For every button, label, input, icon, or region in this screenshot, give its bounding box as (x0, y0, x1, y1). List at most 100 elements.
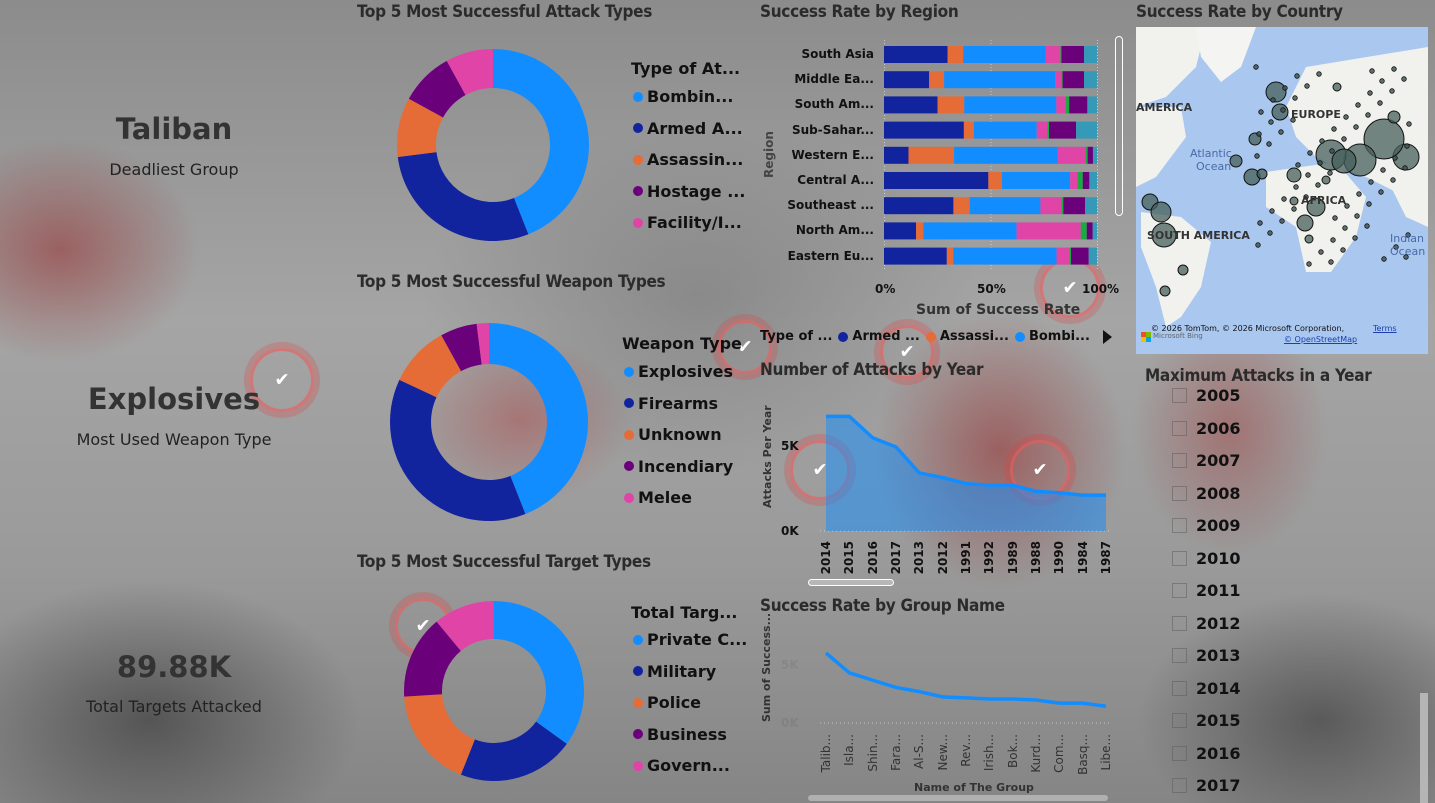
legend-item[interactable]: Melee (624, 488, 692, 507)
country-bubble[interactable] (1403, 254, 1409, 260)
slicer-year-option[interactable]: 2008 (1172, 484, 1241, 503)
country-bubble[interactable] (1151, 222, 1177, 248)
country-bubble[interactable] (1344, 203, 1350, 209)
checkbox[interactable] (1172, 778, 1187, 793)
country-bubble[interactable] (1332, 215, 1338, 221)
data-point[interactable] (917, 471, 921, 475)
bar-segment[interactable] (1069, 96, 1088, 114)
bar-segment[interactable] (954, 146, 1058, 164)
data-point[interactable] (1104, 493, 1108, 497)
country-bubble[interactable] (1265, 81, 1287, 103)
country-bubble[interactable] (1368, 179, 1374, 185)
bar-segment[interactable] (1092, 146, 1097, 164)
bar-segment[interactable] (1061, 197, 1064, 215)
legend-item[interactable]: Incendiary (624, 457, 733, 476)
region-stacked-bar-chart[interactable] (884, 40, 1099, 270)
country-bubble[interactable] (1229, 154, 1243, 168)
data-point[interactable] (871, 678, 875, 682)
country-bubble[interactable] (1177, 264, 1189, 276)
bar-segment[interactable] (1049, 121, 1077, 139)
country-bubble[interactable] (1364, 223, 1370, 229)
donut-slice-3[interactable] (408, 60, 466, 118)
country-bubble[interactable] (1387, 110, 1401, 124)
country-bubble[interactable] (1343, 114, 1349, 120)
country-bubble[interactable] (1296, 214, 1314, 232)
country-bubble[interactable] (1289, 196, 1299, 206)
country-bubble[interactable] (1405, 232, 1411, 238)
country-bubble[interactable] (1406, 121, 1412, 127)
checkbox[interactable] (1172, 550, 1187, 566)
country-bubble[interactable] (1381, 256, 1387, 262)
donut-slice-1[interactable] (397, 152, 529, 242)
country-bubble[interactable] (1315, 182, 1321, 188)
legend-item[interactable]: Bombin... (633, 87, 733, 106)
donut-slice-0[interactable] (494, 601, 584, 744)
legend-item[interactable]: Armed A... (633, 119, 743, 138)
slicer-year-option[interactable]: 2013 (1172, 646, 1241, 665)
slicer-year-option[interactable]: 2014 (1172, 679, 1241, 698)
country-bubble[interactable] (1352, 235, 1358, 241)
data-point[interactable] (941, 695, 945, 699)
country-bubble[interactable] (1332, 82, 1342, 92)
bar-segment[interactable] (1088, 247, 1097, 265)
bar-segment[interactable] (884, 197, 954, 215)
country-bubble[interactable] (1378, 189, 1384, 195)
slicer-scrollbar[interactable] (1420, 693, 1428, 803)
country-bubble[interactable] (1257, 220, 1263, 226)
country-bubble[interactable] (1280, 107, 1286, 113)
slicer-year-option[interactable]: 2012 (1172, 614, 1241, 633)
data-point[interactable] (847, 671, 851, 675)
slicer-year-option[interactable]: 2005 (1172, 386, 1241, 405)
data-point[interactable] (871, 436, 875, 440)
donut-slice-3[interactable] (441, 323, 482, 372)
bar-segment[interactable] (1084, 71, 1097, 89)
bar-segment[interactable] (929, 71, 945, 89)
legend-item[interactable]: Firearms (624, 394, 718, 413)
data-point[interactable] (847, 414, 851, 418)
slicer-year-option[interactable]: 2017 (1172, 776, 1241, 795)
bar-segment[interactable] (963, 121, 974, 139)
bar-segment[interactable] (1036, 121, 1048, 139)
data-point[interactable] (941, 476, 945, 480)
country-bubble[interactable] (1281, 196, 1287, 202)
bar-segment[interactable] (964, 96, 1057, 114)
bar-segment[interactable] (884, 46, 948, 63)
attacks-h-scrollbar[interactable] (808, 579, 894, 586)
bar-segment[interactable] (1085, 146, 1088, 164)
country-bubble[interactable] (1271, 103, 1289, 121)
bar-segment[interactable] (1040, 197, 1062, 215)
bar-segment[interactable] (1089, 172, 1097, 189)
bar-segment[interactable] (1076, 121, 1097, 139)
country-bubble[interactable] (1391, 66, 1397, 72)
country-bubble[interactable] (1367, 90, 1373, 96)
country-bubble[interactable] (1267, 230, 1273, 236)
bar-segment[interactable] (884, 146, 909, 164)
country-bubble[interactable] (1278, 129, 1284, 135)
country-bubble[interactable] (1392, 155, 1398, 161)
legend-bombing[interactable]: Bombi... (1014, 329, 1090, 344)
legend-assassination[interactable]: Assassi... (925, 329, 1009, 344)
map-osm-link[interactable]: © OpenStreetMap (1284, 335, 1358, 344)
data-point[interactable] (1011, 483, 1015, 487)
bar-segment[interactable] (1060, 46, 1062, 63)
country-map[interactable]: AMERICA Atlantic Ocean EUROPE AFRICA SOU… (1136, 27, 1428, 354)
country-bubble[interactable] (1295, 162, 1301, 168)
country-bubble[interactable] (1380, 167, 1386, 173)
bar-segment[interactable] (884, 71, 930, 89)
country-bubble[interactable] (1306, 261, 1312, 267)
country-bubble[interactable] (1282, 85, 1288, 91)
checkbox[interactable] (1172, 420, 1187, 436)
checkbox[interactable] (1172, 485, 1187, 501)
legend-item[interactable]: Govern... (633, 756, 730, 775)
group-line-chart[interactable] (820, 630, 1115, 730)
checkbox[interactable] (1172, 388, 1187, 403)
country-bubble[interactable] (1258, 109, 1264, 115)
country-bubble[interactable] (1304, 83, 1310, 89)
bar-segment[interactable] (1063, 197, 1085, 215)
legend-item[interactable]: Unknown (624, 425, 722, 444)
donut-slice-4[interactable] (436, 601, 494, 651)
bar-segment[interactable] (1087, 146, 1093, 164)
country-bubble[interactable] (1316, 71, 1322, 77)
country-bubble[interactable] (1331, 126, 1337, 132)
attack-types-donut[interactable] (393, 45, 593, 245)
